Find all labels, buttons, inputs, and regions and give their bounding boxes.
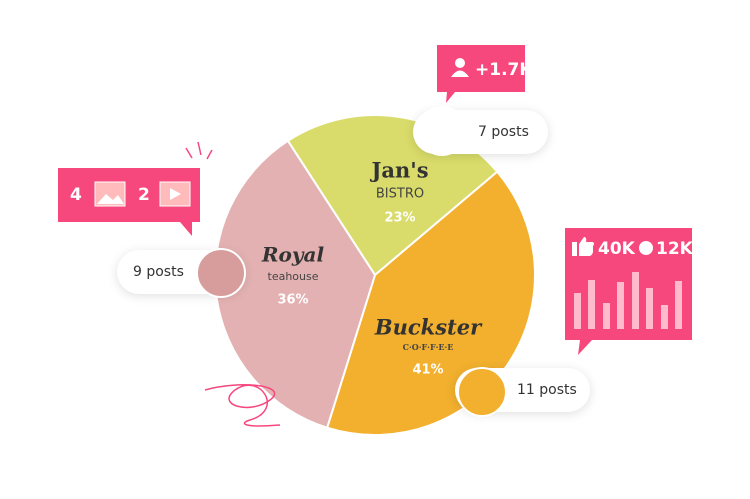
- slice-value-label: 41%: [412, 363, 443, 378]
- slice-name: Buckster: [374, 315, 483, 340]
- slice-value-label: 36%: [277, 293, 308, 308]
- likes-count: 40K: [598, 239, 636, 259]
- posts-count: 11 posts: [517, 382, 577, 398]
- followers-count: +1.7K: [475, 60, 533, 80]
- slice-subtitle: teahouse: [268, 270, 319, 283]
- slice-name: Jan's: [369, 158, 428, 183]
- posts-count: 7 posts: [478, 124, 529, 140]
- video-count: 2: [138, 185, 150, 205]
- followers-badge: +1.7K: [437, 45, 533, 103]
- image-count: 4: [70, 185, 82, 205]
- slice-subtitle: BISTRO: [376, 187, 424, 202]
- posts-count: 9 posts: [133, 264, 184, 280]
- comments-count: 12K: [656, 239, 694, 259]
- slice-subtitle: C·O·F·F·E·E: [403, 342, 454, 352]
- media-badge: 4 2: [58, 168, 200, 236]
- scribble: [204, 384, 281, 427]
- brand-icon: [417, 106, 467, 156]
- sparkle: [185, 141, 213, 160]
- slice-value-label: 23%: [384, 211, 415, 226]
- activity-bars: [574, 272, 682, 329]
- slice-name: Royal: [261, 243, 325, 267]
- engagement-badge: 40K 12K: [565, 228, 694, 355]
- brand-icon: [457, 367, 507, 417]
- brand-icon: [196, 248, 246, 298]
